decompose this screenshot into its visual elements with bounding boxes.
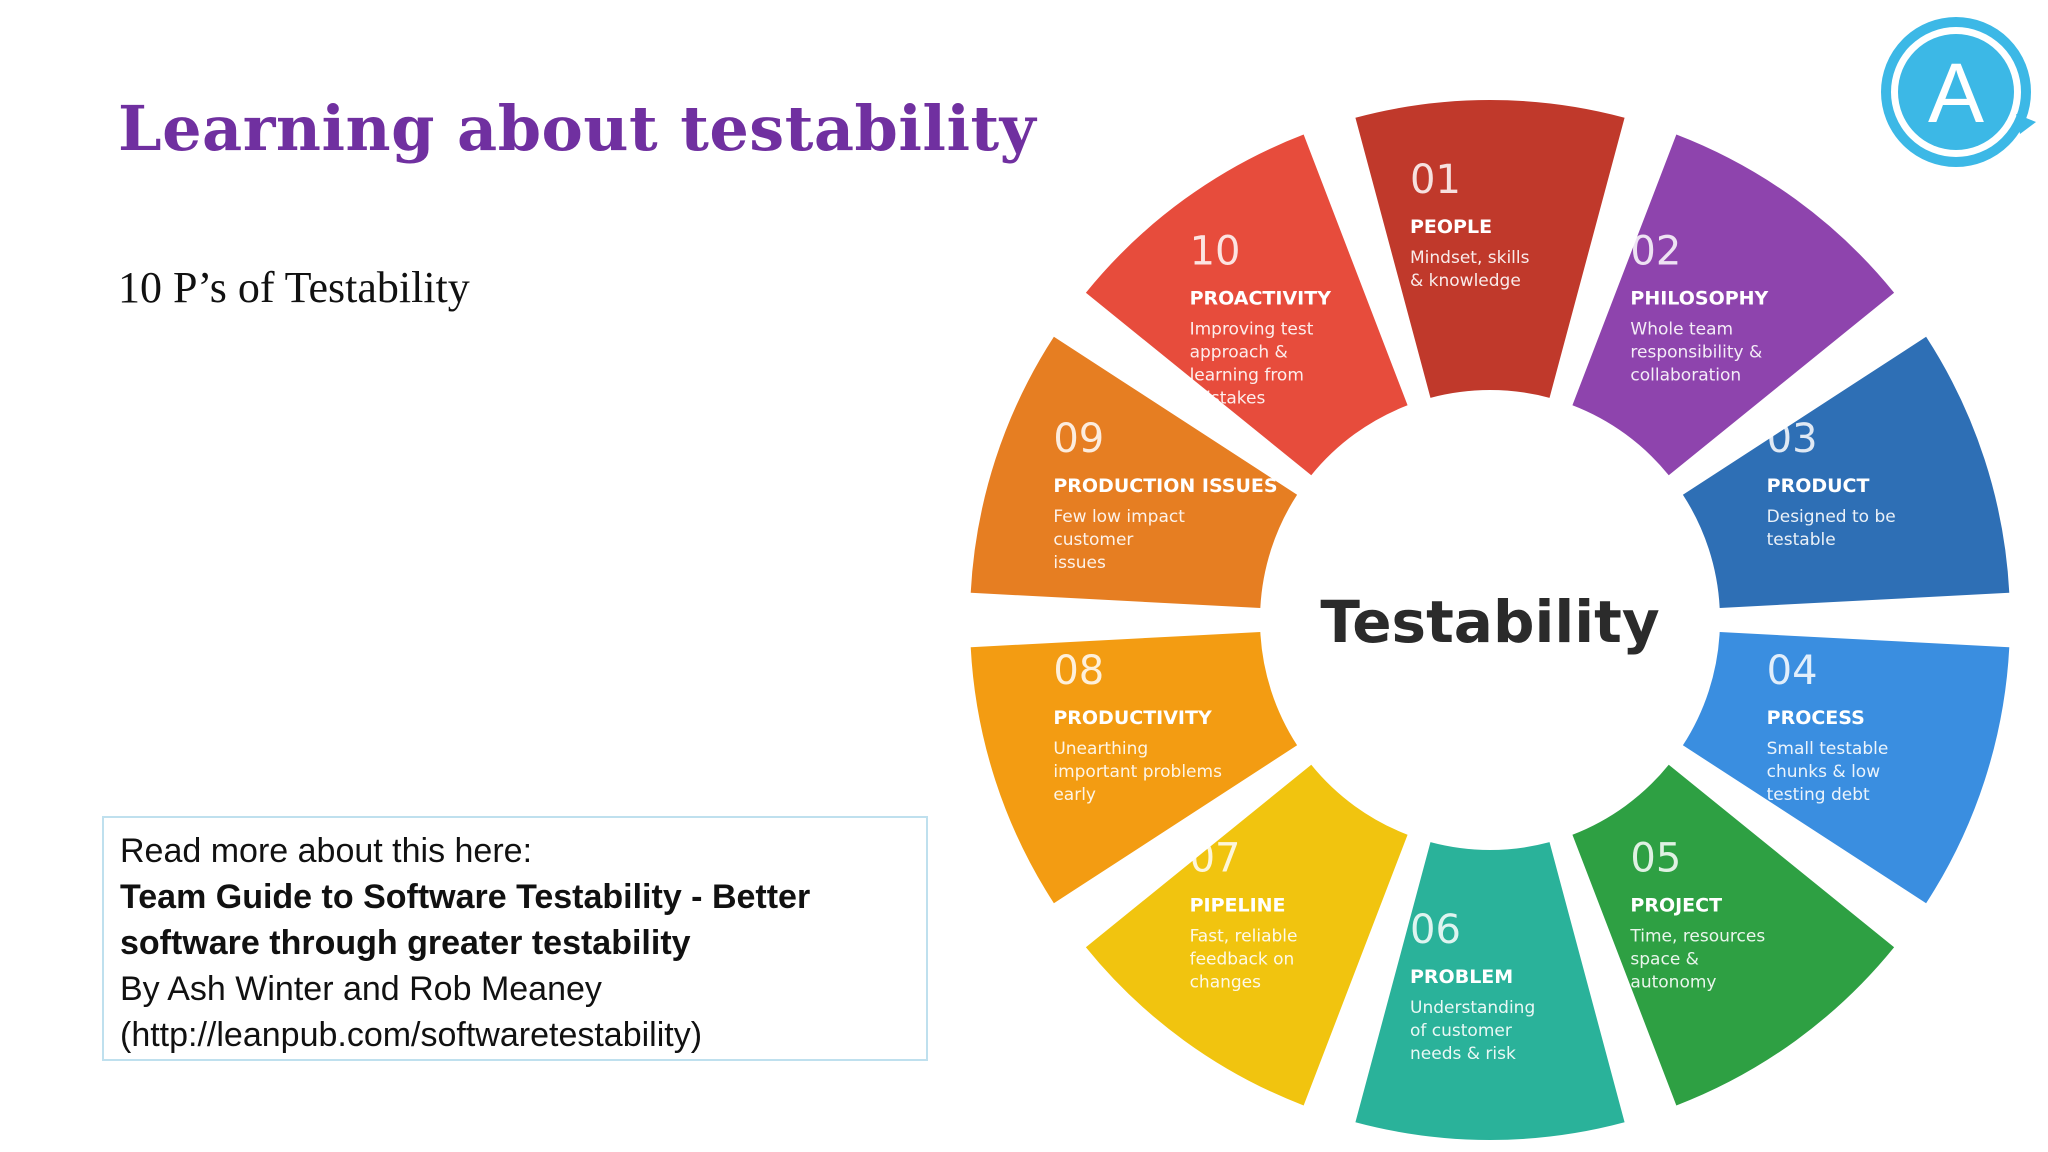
segment-description-line: collaboration (1630, 366, 1741, 386)
wheel-segment-problem (1355, 842, 1625, 1140)
segment-description-line: Improving test (1190, 320, 1314, 340)
segment-description-line: Mindset, skills (1410, 248, 1530, 268)
segment-description-line: approach & (1190, 343, 1288, 363)
wheel-segment-people (1355, 100, 1625, 398)
segment-description-line: feedback on (1190, 949, 1295, 969)
slide-title: Learning about testability (118, 92, 1037, 165)
wheel-center-label: Testability (1320, 588, 1659, 656)
segment-description-line: customer (1053, 530, 1133, 550)
segment-description-line: needs & risk (1410, 1044, 1516, 1064)
wheel-segment-product (1682, 336, 2010, 608)
segment-number: 01 (1410, 157, 1461, 203)
segment-title: PHILOSOPHY (1630, 288, 1768, 310)
segment-description-line: changes (1190, 972, 1262, 992)
segment-label-process: 04 PROCESS Small testable chunks & low testi… (1767, 648, 1889, 805)
segment-description-line: mistakes (1190, 389, 1266, 409)
segment-title: PRODUCTIVITY (1053, 707, 1212, 729)
segment-number: 09 (1053, 416, 1104, 462)
segment-label-product: 03 PRODUCT Designed to be testable (1767, 416, 1896, 550)
segment-label-productivity: 08 PRODUCTIVITY Unearthing important proble… (1053, 648, 1222, 805)
segment-label-production-issues: 09 PRODUCTION ISSUES Few low impact custome… (1053, 416, 1277, 573)
segment-description-line: space & (1630, 949, 1699, 969)
segment-label-pipeline: 07 PIPELINE Fast, reliable feedback on chang… (1190, 835, 1298, 992)
segment-number: 03 (1767, 416, 1818, 462)
segment-description-line: Small testable (1767, 739, 1889, 759)
segment-label-proactivity: 10 PROACTIVITY Improving test approach & lea… (1190, 229, 1332, 409)
logo-letter: A (1928, 46, 1984, 140)
logo-arrow-icon (2016, 114, 2036, 134)
segment-description-line: chunks & low (1767, 762, 1881, 782)
segment-description-line: testable (1767, 530, 1836, 550)
logo-ring (1881, 17, 2031, 167)
segment-description-line: autonomy (1630, 972, 1716, 992)
wheel-segment-production-issues (970, 336, 1298, 608)
segment-description-line: Whole team (1630, 320, 1733, 340)
segment-number: 07 (1190, 835, 1241, 881)
segment-description-line: issues (1053, 553, 1106, 573)
segment-title: PROJECT (1630, 894, 1722, 916)
segment-title: PRODUCT (1767, 475, 1870, 497)
segment-description-line: important problems (1053, 762, 1222, 782)
segment-number: 08 (1053, 648, 1104, 694)
slide-subtitle: 10 P’s of Testability (118, 263, 470, 312)
segment-label-problem: 06 PROBLEM Understanding of customer needs &… (1410, 907, 1535, 1064)
segment-number: 06 (1410, 907, 1461, 953)
segment-label-philosophy: 02 PHILOSOPHY Whole team responsibility & co… (1630, 229, 1768, 386)
segment-number: 10 (1190, 229, 1241, 275)
segment-title: PROACTIVITY (1190, 288, 1332, 310)
logo-disc (1898, 34, 2014, 150)
wheel-segment-process (1682, 632, 2010, 904)
brand-logo-icon: A (1881, 17, 2036, 167)
book-url[interactable]: (http://leanpub.com/softwaretestability) (120, 1016, 703, 1054)
testability-wheel: 01 PEOPLE Mindset, skills & knowledge 02 PHIL… (970, 100, 2010, 1140)
segment-description-line: Designed to be (1767, 507, 1896, 527)
segment-description-line: Fast, reliable (1190, 926, 1298, 946)
segment-description-line: Unearthing (1053, 739, 1148, 759)
reference-intro: Read more about this here: (120, 832, 533, 870)
segment-title: PEOPLE (1410, 216, 1492, 238)
segment-title: PIPELINE (1190, 894, 1286, 916)
segment-title: PRODUCTION ISSUES (1053, 475, 1277, 497)
segment-description-line: & knowledge (1410, 271, 1521, 291)
wheel-segment-pipeline (1085, 764, 1408, 1106)
book-authors: By Ash Winter and Rob Meaney (120, 970, 602, 1008)
wheel-segment-proactivity (1085, 134, 1408, 476)
segment-description-line: Few low impact (1053, 507, 1185, 527)
segment-number: 04 (1767, 648, 1818, 694)
wheel-segment-project (1572, 764, 1895, 1106)
segment-title: PROBLEM (1410, 966, 1513, 988)
segment-description-line: of customer (1410, 1021, 1512, 1041)
wheel-segment-productivity (970, 632, 1298, 904)
segment-description-line: responsibility & (1630, 343, 1762, 363)
book-title-line2: software through greater testability (120, 924, 691, 962)
segment-number: 05 (1630, 835, 1681, 881)
segment-description-line: Understanding (1410, 998, 1535, 1018)
segment-description-line: learning from (1190, 366, 1304, 386)
segment-description-line: testing debt (1767, 785, 1870, 805)
book-title-line1: Team Guide to Software Testability - Bet… (120, 878, 811, 916)
segment-label-people: 01 PEOPLE Mindset, skills & knowledge (1410, 157, 1530, 291)
segment-number: 02 (1630, 229, 1681, 275)
segment-title: PROCESS (1767, 707, 1865, 729)
segment-description-line: early (1053, 785, 1096, 805)
segment-label-project: 05 PROJECT Time, resources space & autonomy (1629, 835, 1765, 992)
reference-box: Read more about this here: Team Guide to… (102, 816, 928, 1061)
segment-description-line: Time, resources (1629, 926, 1765, 946)
wheel-segment-philosophy (1572, 134, 1895, 476)
